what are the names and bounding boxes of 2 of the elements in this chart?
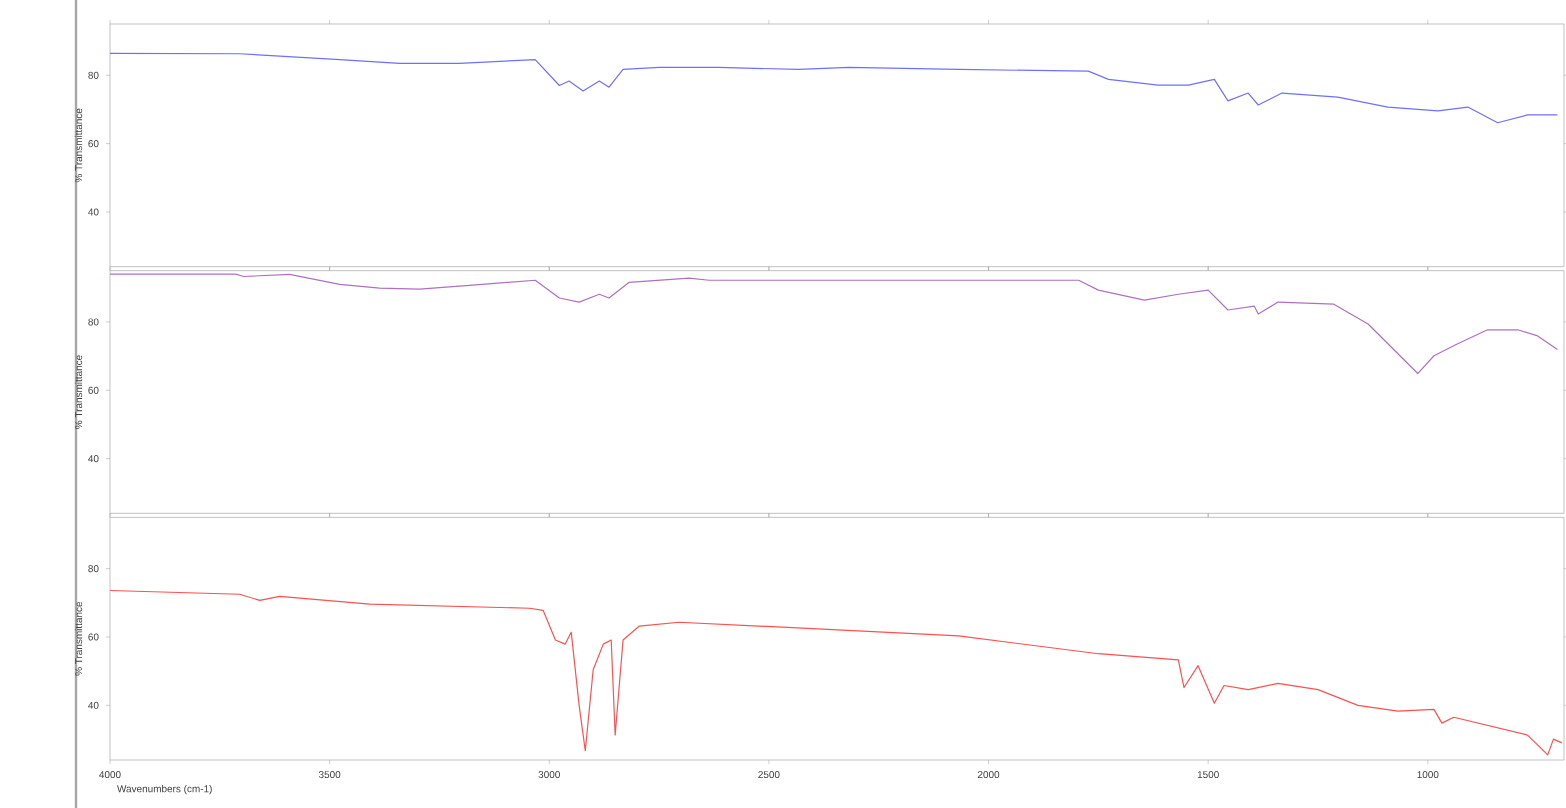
line-series bbox=[109, 589, 1563, 756]
line-series bbox=[109, 52, 1559, 124]
